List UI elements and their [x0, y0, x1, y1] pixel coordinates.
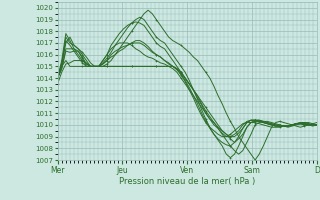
- X-axis label: Pression niveau de la mer( hPa ): Pression niveau de la mer( hPa ): [119, 177, 255, 186]
